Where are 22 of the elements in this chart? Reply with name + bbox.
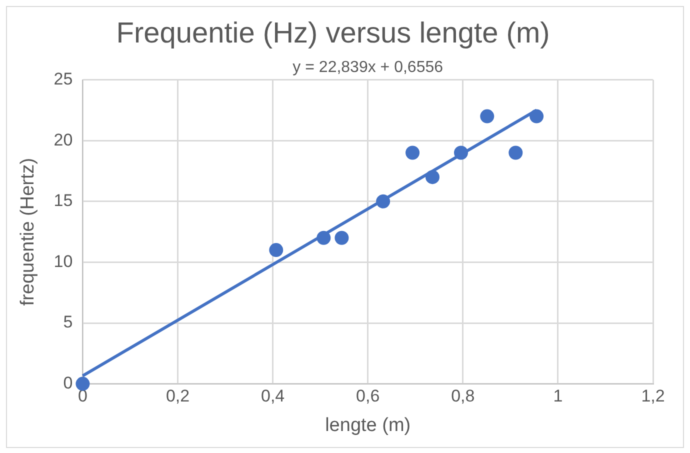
- point: [76, 376, 90, 391]
- x-tick-label: 1: [553, 386, 563, 406]
- x-axis-title: lengte (m): [325, 414, 411, 436]
- y-axis-title: frequentie (Hertz): [18, 158, 39, 306]
- point: [269, 243, 284, 258]
- chart-title: Frequentie (Hz) versus lengte (m): [116, 17, 550, 50]
- y-tick-label: 25: [54, 69, 73, 88]
- text: y = 22,839x + 0,6556: [292, 59, 444, 76]
- x-tick-label: 0,2: [166, 386, 190, 406]
- y-tick-label: 5: [63, 312, 73, 332]
- point: [480, 109, 494, 124]
- point: [334, 230, 349, 245]
- y-tick-label: 15: [54, 191, 73, 210]
- x-tick-label: 0,8: [451, 386, 475, 406]
- x-tick-label: 0,4: [260, 386, 285, 406]
- x-tick-label: 1,2: [641, 386, 665, 406]
- point: [508, 146, 523, 160]
- point: [406, 146, 420, 160]
- y-tick-label: 0: [63, 373, 73, 392]
- y-tick-label: 10: [54, 252, 73, 271]
- x-tick-label: 0,6: [356, 386, 380, 406]
- y-tick-label: 20: [54, 130, 73, 150]
